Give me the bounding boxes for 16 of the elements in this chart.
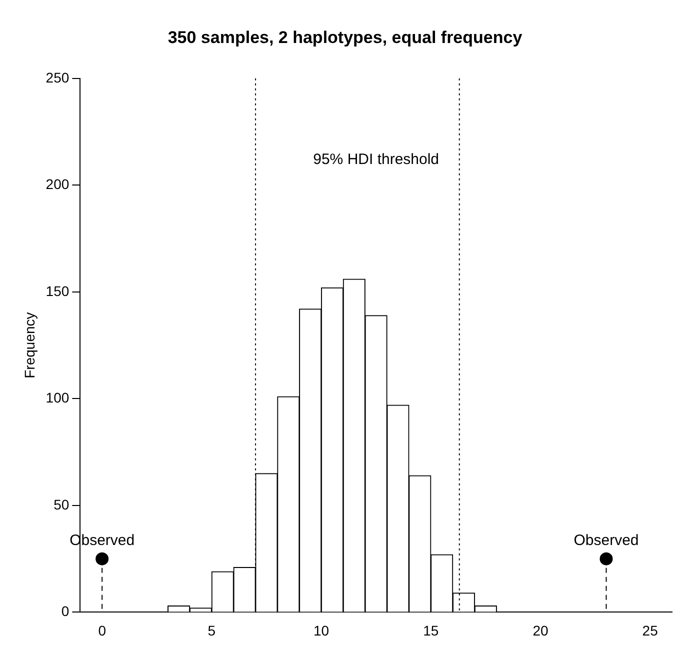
x-tick-label: 15 <box>423 622 439 638</box>
chart-title: 350 samples, 2 haplotypes, equal frequency <box>168 28 523 47</box>
annotation: Observed <box>574 532 639 549</box>
y-tick-label: 200 <box>46 176 70 192</box>
y-tick-label: 150 <box>46 282 70 299</box>
x-tick-label: 0 <box>98 622 106 638</box>
x-tick-label: 20 <box>532 622 548 638</box>
y-tick-label: 50 <box>54 496 70 512</box>
annotation: 95% HDI threshold <box>313 150 440 168</box>
x-tick-label: 5 <box>208 622 216 638</box>
x-tick-label: 10 <box>313 622 330 638</box>
y-tick-label: 0 <box>61 603 70 620</box>
y-tick-label: 100 <box>46 390 70 406</box>
x-tick-label: 25 <box>642 622 658 638</box>
y-tick-label: 250 <box>46 69 70 86</box>
y-axis-title: Frequency <box>21 312 38 378</box>
